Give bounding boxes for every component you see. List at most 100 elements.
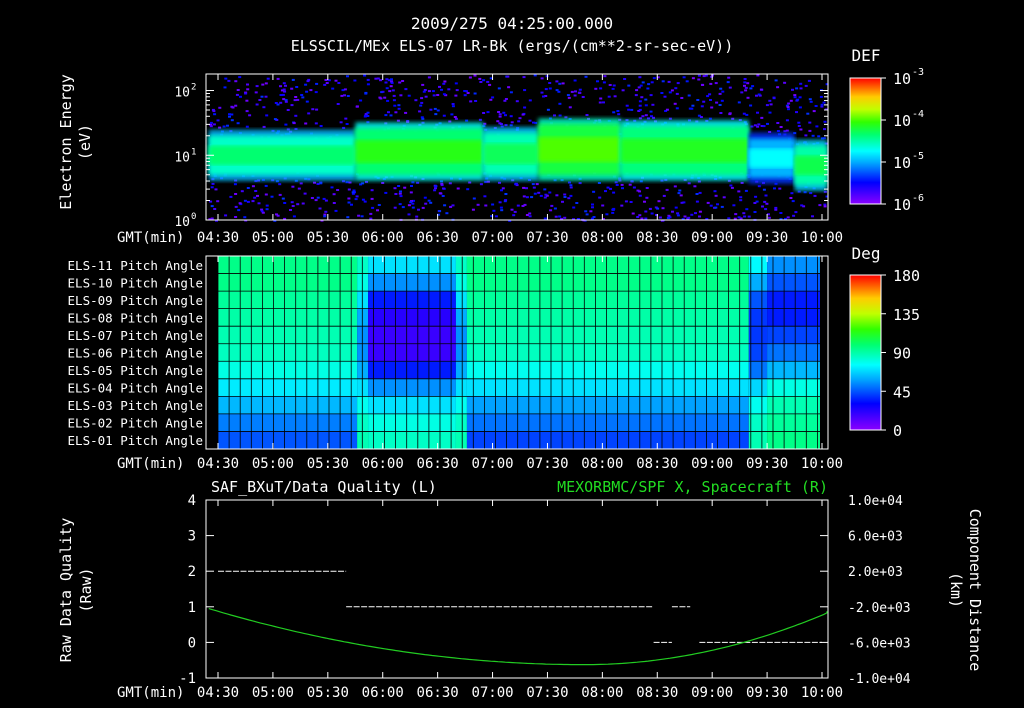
- energy-scatter-point: [817, 135, 821, 138]
- energy-scatter-point: [385, 78, 389, 81]
- energy-scatter-point: [416, 181, 420, 184]
- energy-scatter-point: [698, 215, 701, 218]
- energy-scatter-point: [473, 74, 477, 77]
- energy-scatter-point: [514, 182, 518, 185]
- energy-ylabel-line1: Electron Energy: [57, 74, 75, 209]
- energy-scatter-point: [609, 187, 612, 190]
- energy-scatter-point: [407, 94, 411, 97]
- energy-scatter-point: [716, 203, 719, 206]
- energy-scatter-point: [638, 194, 642, 197]
- pitch-cell: [368, 308, 456, 327]
- energy-scatter-point: [757, 185, 761, 188]
- energy-scatter-point: [621, 89, 625, 92]
- energy-scatter-point: [323, 213, 327, 216]
- energy-scatter-point: [786, 106, 790, 108]
- energy-scatter-point: [592, 190, 596, 193]
- energy-scatter-point: [228, 113, 231, 116]
- energy-scatter-point: [608, 84, 612, 86]
- energy-scatter-point: [694, 212, 697, 215]
- energy-scatter-point: [508, 219, 512, 222]
- energy-scatter-point: [584, 210, 588, 213]
- energy-scatter-point: [743, 84, 746, 87]
- time-tick-label: 10:00: [801, 456, 843, 472]
- energy-scatter-point: [793, 96, 797, 99]
- energy-scatter-point: [768, 99, 772, 102]
- energy-scatter-point: [779, 218, 783, 221]
- energy-scatter-point: [384, 81, 388, 84]
- energy-scatter-point: [649, 110, 653, 113]
- energy-scatter-point: [599, 87, 603, 90]
- energy-scatter-point: [381, 182, 385, 184]
- energy-scatter-point: [307, 112, 311, 115]
- energy-scatter-point: [744, 89, 748, 92]
- pitch-cell: [455, 256, 467, 275]
- energy-scatter-point: [747, 215, 751, 218]
- energy-scatter-point: [415, 215, 419, 218]
- energy-scatter-point: [713, 190, 717, 193]
- energy-scatter-point: [409, 191, 413, 194]
- energy-scatter-point: [555, 89, 559, 92]
- energy-scatter-point: [699, 116, 703, 118]
- energy-scatter-point: [212, 123, 216, 126]
- energy-scatter-point: [786, 216, 790, 219]
- pitch-row-label: ELS-11 Pitch Angle: [68, 258, 203, 273]
- energy-scatter-point: [209, 125, 213, 128]
- energy-scatter-point: [324, 79, 328, 81]
- energy-scatter-point: [411, 181, 415, 184]
- energy-scatter-point: [404, 111, 408, 114]
- energy-scatter-point: [615, 184, 619, 186]
- energy-scatter-point: [734, 213, 738, 216]
- deg-colorbar-label: 45: [893, 383, 911, 401]
- energy-scatter-point: [664, 110, 668, 112]
- energy-scatter-point: [569, 184, 573, 187]
- energy-scatter-point: [753, 211, 757, 213]
- energy-scatter-point: [431, 90, 435, 93]
- energy-scatter-point: [522, 76, 526, 79]
- energy-scatter-point: [383, 96, 387, 99]
- pitch-row-label: ELS-02 Pitch Angle: [68, 416, 203, 431]
- quality-ytick-label: 3: [188, 529, 196, 545]
- energy-scatter-point: [294, 96, 298, 98]
- pitch-cell: [767, 413, 820, 432]
- pitch-cell: [748, 361, 768, 380]
- energy-scatter-point: [820, 103, 824, 106]
- energy-scatter-point: [680, 201, 684, 204]
- energy-scatter-point: [436, 94, 440, 96]
- energy-scatter-point: [464, 90, 468, 93]
- energy-scatter-point: [549, 209, 553, 212]
- pitch-cell: [368, 256, 456, 275]
- energy-scatter-point: [785, 119, 789, 122]
- energy-scatter-point: [715, 101, 719, 104]
- energy-scatter-point: [603, 75, 607, 78]
- energy-scatter-point: [254, 91, 258, 94]
- energy-scatter-point: [778, 187, 782, 190]
- energy-scatter-point: [393, 206, 397, 209]
- energy-scatter-point: [647, 117, 650, 120]
- energy-scatter-point: [346, 95, 350, 97]
- energy-scatter-point: [348, 181, 352, 184]
- energy-scatter-point: [695, 193, 699, 195]
- energy-scatter-point: [543, 188, 547, 191]
- energy-scatter-point: [214, 188, 218, 191]
- energy-scatter-point: [776, 122, 780, 124]
- pitch-row-label: ELS-01 Pitch Angle: [68, 433, 203, 448]
- energy-scatter-point: [423, 89, 427, 91]
- energy-scatter-point: [283, 90, 287, 93]
- energy-scatter-point: [785, 104, 789, 107]
- energy-scatter-point: [361, 198, 365, 201]
- energy-scatter-point: [665, 108, 669, 111]
- energy-scatter-point: [303, 192, 307, 195]
- energy-scatter-point: [813, 194, 817, 197]
- energy-scatter-point: [797, 125, 801, 127]
- energy-scatter-point: [500, 125, 504, 128]
- pitch-cell: [767, 273, 820, 292]
- energy-scatter-point: [411, 202, 415, 205]
- energy-scatter-point: [750, 125, 754, 128]
- energy-scatter-point: [498, 122, 502, 125]
- quality-ytick-label: 1: [188, 600, 196, 616]
- energy-scatter-point: [337, 82, 341, 84]
- energy-scatter-point: [251, 185, 255, 188]
- energy-scatter-point: [412, 199, 415, 202]
